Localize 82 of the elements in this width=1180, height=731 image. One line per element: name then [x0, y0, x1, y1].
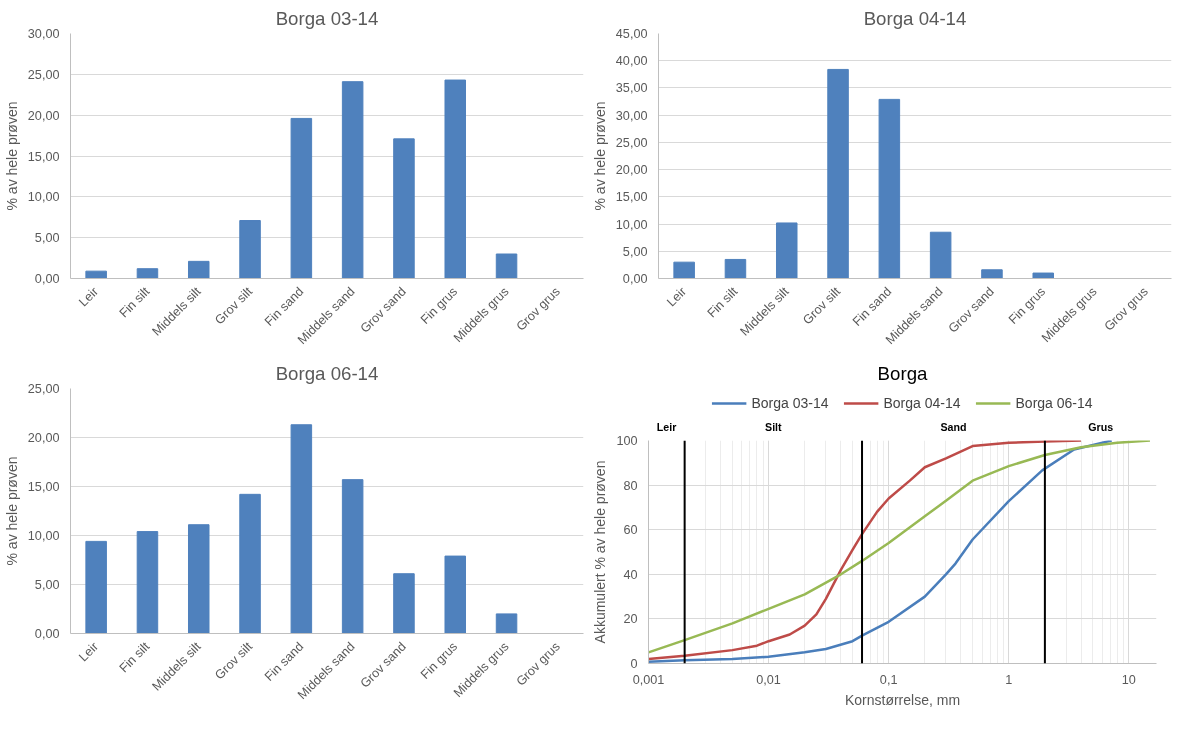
- x-tick-label: Leir: [76, 284, 102, 310]
- bar: [290, 117, 313, 279]
- y-tick-label: 25,00: [27, 67, 60, 82]
- bar: [187, 260, 210, 279]
- bar: [341, 81, 364, 279]
- y-tick-label: 0: [630, 657, 638, 671]
- bar: [85, 540, 107, 634]
- chart-title: Borga 04-14: [863, 7, 967, 29]
- x-tick-label: Fin silt: [116, 639, 153, 676]
- bar: [981, 269, 1003, 279]
- y-tick-label: 15,00: [615, 190, 648, 205]
- x-tick-label: 10: [1121, 672, 1136, 687]
- bar: [929, 231, 952, 279]
- y-tick-label: 0,00: [34, 627, 60, 641]
- y-tick-label: 30,00: [27, 27, 60, 41]
- y-tick-label: 40,00: [615, 54, 648, 69]
- y-axis-title: % av hele prøven: [591, 101, 608, 211]
- bar: [85, 270, 107, 279]
- y-tick-label: 10,00: [615, 217, 648, 232]
- y-tick-label: 40: [623, 567, 638, 582]
- bar: [136, 268, 159, 279]
- bar: [724, 258, 747, 279]
- y-tick-label: 5,00: [622, 244, 648, 259]
- bar: [290, 424, 313, 634]
- bar: [444, 555, 467, 634]
- y-axis-title: % av hele prøven: [3, 101, 20, 211]
- bar: [393, 573, 415, 634]
- chart-title: Borga 03-14: [275, 7, 379, 29]
- x-tick-label: Fin silt: [704, 284, 741, 321]
- y-tick-label: 20,00: [27, 108, 60, 123]
- x-tick-label: 1: [1005, 672, 1013, 687]
- x-tick-label: Fin silt: [116, 284, 153, 321]
- bar: [1032, 272, 1055, 279]
- bar: [673, 261, 695, 279]
- y-axis-title: % av hele prøven: [3, 456, 20, 566]
- y-tick-label: 80: [623, 478, 638, 493]
- bar: [393, 138, 415, 279]
- y-tick-label: 0,00: [34, 272, 60, 286]
- y-tick-label: 45,00: [615, 27, 648, 41]
- x-axis-title: Kornstørrelse, mm: [844, 691, 961, 708]
- x-tick-label: Leir: [76, 639, 102, 665]
- legend-label: Borga 03-14: [751, 394, 829, 411]
- legend-label: Borga 04-14: [883, 394, 961, 411]
- y-tick-label: 20: [623, 612, 638, 627]
- chart-title: Borga: [877, 362, 929, 384]
- text: Silt: [765, 420, 783, 433]
- y-tick-label: 25,00: [615, 135, 648, 150]
- y-tick-label: 5,00: [34, 578, 60, 592]
- bar: [827, 68, 849, 279]
- bar: [187, 524, 210, 634]
- y-tick-label: 100: [616, 434, 638, 448]
- bar: [878, 98, 901, 279]
- chart-title: Borga 06-14: [275, 362, 379, 384]
- y-tick-label: 10,00: [27, 529, 60, 543]
- y-tick-label: 20,00: [615, 163, 648, 178]
- text: Grus: [1088, 420, 1114, 433]
- y-tick-label: 30,00: [615, 108, 648, 123]
- text: Leir: [656, 420, 677, 433]
- x-tick-label: 0,001: [632, 672, 665, 687]
- y-tick-label: 15,00: [27, 480, 60, 494]
- bar: [495, 253, 518, 279]
- x-tick-label: 0,01: [756, 672, 781, 687]
- bar: [341, 479, 364, 634]
- y-tick-label: 15,00: [27, 149, 60, 164]
- legend-label: Borga 06-14: [1015, 394, 1093, 411]
- bar: [239, 493, 261, 634]
- y-tick-label: 25,00: [27, 382, 60, 396]
- y-tick-label: 60: [623, 523, 638, 538]
- bar: [136, 531, 159, 634]
- y-tick-label: 35,00: [615, 81, 648, 96]
- bar: [495, 613, 518, 634]
- y-tick-label: 5,00: [34, 231, 60, 246]
- y-tick-label: 20,00: [27, 431, 60, 445]
- x-tick-label: Leir: [664, 284, 690, 310]
- x-tick-label: 0,1: [879, 672, 898, 687]
- bar: [775, 222, 798, 279]
- text: Sand: [940, 420, 967, 433]
- y-axis-title: Akkumulert % av hele prøven: [592, 460, 609, 644]
- y-tick-label: 10,00: [27, 190, 60, 205]
- bar: [239, 220, 261, 279]
- y-tick-label: 0,00: [622, 272, 648, 286]
- bar: [444, 79, 467, 279]
